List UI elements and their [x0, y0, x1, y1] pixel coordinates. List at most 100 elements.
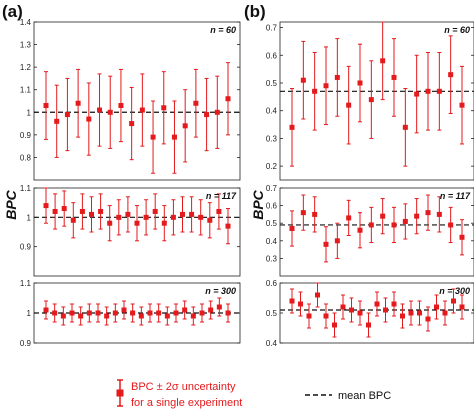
- marker: [134, 220, 140, 226]
- data-point: [161, 205, 167, 242]
- plot-frame: [279, 187, 474, 277]
- marker: [143, 214, 149, 220]
- legend-mean-label: mean BPC: [338, 390, 391, 402]
- data-point: [52, 303, 58, 323]
- y-tick-label: 0.6: [266, 51, 278, 60]
- data-point: [357, 43, 363, 123]
- sample-size-annotation: n = 117: [206, 191, 237, 201]
- data-point: [116, 199, 122, 236]
- subplot-a-1: 0.8 0.9 1 1.1 1.2 1.3 1.4 n = 60: [20, 18, 241, 181]
- y-tick-label: 1.1: [20, 86, 32, 95]
- sample-size-annotation: n = 60: [444, 25, 470, 35]
- marker: [95, 310, 101, 316]
- marker: [216, 304, 222, 310]
- data-point: [52, 193, 58, 230]
- data-point: [400, 303, 405, 329]
- data-point: [125, 196, 131, 233]
- marker: [60, 313, 66, 319]
- data-point: [54, 84, 60, 158]
- marker: [198, 214, 204, 220]
- marker: [300, 210, 306, 216]
- marker: [98, 208, 104, 214]
- data-point: [43, 71, 49, 140]
- data-point: [121, 300, 127, 320]
- data-point: [315, 282, 320, 308]
- marker: [52, 208, 58, 214]
- data-point: [425, 306, 431, 332]
- data-point: [147, 303, 153, 323]
- marker: [225, 310, 231, 316]
- data-point: [70, 202, 76, 239]
- data-point: [436, 196, 442, 233]
- marker: [121, 307, 127, 313]
- data-point: [204, 77, 210, 152]
- marker: [208, 307, 214, 313]
- marker: [357, 227, 363, 233]
- data-point: [189, 196, 195, 233]
- data-point: [180, 196, 185, 233]
- data-point: [391, 206, 397, 244]
- data-point: [300, 194, 306, 231]
- marker: [306, 313, 312, 319]
- data-point: [60, 306, 66, 326]
- y-tick-label: 0.7: [266, 184, 278, 193]
- marker: [189, 211, 195, 217]
- data-point: [208, 300, 214, 320]
- data-point: [75, 68, 81, 138]
- y-tick-label: 0.5: [266, 219, 278, 228]
- data-point: [130, 303, 136, 323]
- marker: [425, 210, 431, 216]
- marker: [340, 304, 346, 310]
- data-point: [332, 312, 337, 338]
- data-point: [69, 303, 75, 323]
- marker: [383, 307, 388, 313]
- marker: [118, 103, 124, 109]
- marker: [408, 310, 414, 316]
- marker: [182, 307, 188, 313]
- marker: [69, 310, 75, 316]
- marker: [368, 222, 374, 228]
- data-point: [207, 202, 213, 239]
- data-point: [143, 199, 149, 236]
- marker: [225, 96, 231, 102]
- data-point: [134, 205, 140, 242]
- data-point: [112, 303, 118, 323]
- data-point: [64, 77, 70, 152]
- data-point: [164, 306, 170, 326]
- marker: [170, 214, 176, 220]
- marker: [417, 310, 422, 316]
- data-point: [98, 193, 104, 230]
- data-point: [193, 68, 199, 138]
- y-axis-label-a: BPC: [3, 189, 19, 219]
- marker: [459, 304, 465, 310]
- marker: [180, 211, 185, 217]
- panel-a-label: (a): [2, 2, 23, 21]
- data-point: [161, 71, 167, 145]
- data-point: [216, 193, 222, 230]
- marker: [442, 310, 448, 316]
- data-point: [43, 187, 49, 224]
- data-point: [199, 303, 205, 323]
- sample-size-annotation: n = 117: [440, 191, 471, 201]
- marker: [104, 313, 110, 319]
- data-point: [118, 68, 124, 143]
- y-axis-label-b: BPC: [250, 189, 266, 219]
- data-point: [225, 303, 231, 323]
- legend: BPC ± 2σ uncertainty for a single experi…: [116, 379, 391, 409]
- marker: [214, 109, 220, 115]
- marker: [43, 307, 49, 313]
- y-tick-label: 0.7: [266, 24, 278, 33]
- data-point: [79, 193, 85, 230]
- data-point: [357, 212, 363, 249]
- subplot-b-3: 0.4 0.5 0.6 n = 300: [266, 279, 474, 348]
- data-point: [78, 306, 84, 326]
- subplot-b-1: 0.2 0.3 0.4 0.5 0.6 0.7 n = 60: [266, 21, 474, 181]
- data-point: [442, 300, 448, 326]
- data-point: [43, 300, 49, 320]
- marker: [366, 322, 371, 328]
- marker: [434, 304, 439, 310]
- y-tick-label: 1.3: [20, 41, 32, 50]
- data-point: [414, 198, 420, 235]
- marker: [54, 118, 60, 124]
